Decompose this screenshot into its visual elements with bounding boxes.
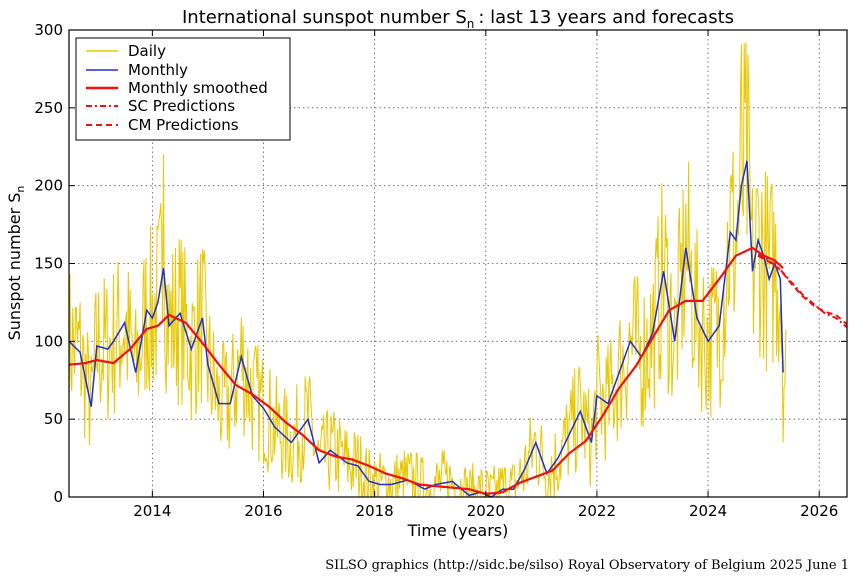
y-tick-label: 250: [34, 99, 63, 117]
x-tick-label: 2018: [356, 502, 394, 520]
monthly-series: [69, 160, 784, 497]
x-tick-label: 2022: [578, 502, 616, 520]
smoothed-series: [69, 246, 784, 496]
y-tick-label: 200: [34, 177, 63, 195]
prediction-series: [757, 253, 847, 329]
x-tick-label: 2020: [467, 502, 505, 520]
y-axis-subscript: n: [14, 186, 27, 193]
legend-label-sc: SC Predictions: [128, 97, 235, 115]
axis-ticks: 2014 2016 2018 2020 2022 2024 2026 0 50 100 150 200…: [34, 21, 847, 520]
cm-prediction-line: [757, 254, 847, 325]
chart-title: International sunspot number Sn: last 13…: [182, 7, 734, 31]
y-axis-label: Sunspot number Sn: [5, 186, 27, 341]
title-suffix: : last 13 years and forecasts: [478, 7, 734, 28]
daily-line: [69, 42, 787, 497]
y-tick-label: 100: [34, 332, 63, 350]
x-tick-label: 2026: [800, 502, 838, 520]
smoothed-line: [69, 246, 784, 496]
x-tick-label: 2024: [689, 502, 727, 520]
y-tick-label: 50: [44, 410, 63, 428]
monthly-line: [69, 160, 784, 497]
title-subscript: n: [467, 17, 475, 31]
legend-label-monthly: Monthly: [128, 61, 188, 79]
y-tick-label: 0: [53, 488, 63, 506]
sc-prediction-line: [757, 253, 847, 329]
daily-series: [69, 42, 787, 497]
y-tick-label: 150: [34, 255, 63, 273]
legend-label-smoothed: Monthly smoothed: [128, 79, 268, 97]
legend-label-cm: CM Predictions: [128, 116, 239, 134]
legend: Daily Monthly Monthly smoothed SC Predic…: [75, 37, 291, 141]
y-tick-label: 300: [34, 21, 63, 39]
x-tick-label: 2014: [133, 502, 171, 520]
credit-line: SILSO graphics (http://sidc.be/silso) Ro…: [325, 558, 849, 573]
x-axis-label: Time (years): [407, 521, 509, 540]
legend-label-daily: Daily: [128, 42, 166, 60]
x-tick-label: 2016: [244, 502, 282, 520]
